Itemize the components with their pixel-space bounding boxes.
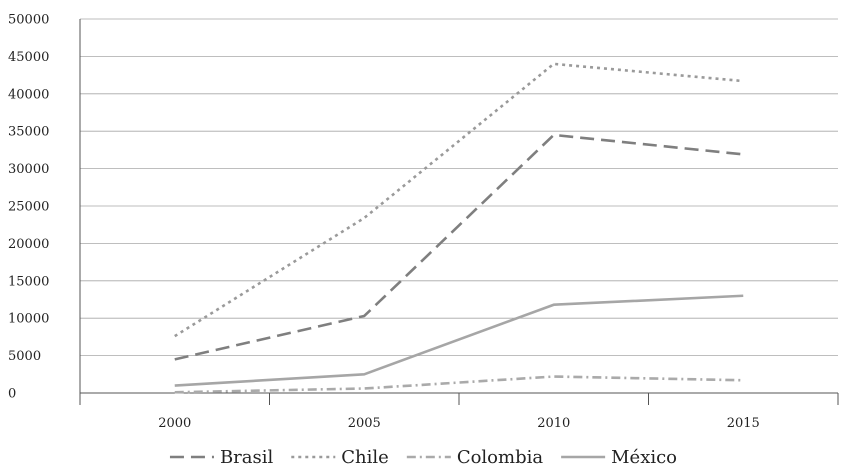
y-tick-label: 40000 — [8, 87, 49, 102]
series-line-mexico — [174, 294, 744, 387]
x-tick-label: 2000 — [158, 416, 191, 431]
y-tick-label: 45000 — [8, 50, 49, 65]
legend: Brasil Chile Colombia México — [169, 447, 677, 468]
y-tick-label: 25000 — [8, 200, 49, 215]
axes — [79, 19, 839, 405]
y-tick-label: 30000 — [8, 162, 49, 177]
legend-label: Brasil — [220, 447, 274, 468]
legend-label: México — [611, 447, 677, 468]
y-tick-label: 15000 — [8, 274, 49, 289]
y-tick-label: 5000 — [8, 349, 41, 364]
series-line-chile — [174, 62, 744, 338]
legend-label: Chile — [341, 447, 389, 468]
y-tick-label: 0 — [8, 387, 16, 402]
series-lines — [174, 62, 744, 394]
x-axis-tick-labels: 2000 2005 2010 2015 — [158, 416, 760, 431]
x-tick-label: 2015 — [727, 416, 760, 431]
legend-label: Colombia — [457, 447, 544, 468]
y-tick-label: 20000 — [8, 237, 49, 252]
y-tick-label: 35000 — [8, 125, 49, 140]
y-tick-label: 10000 — [8, 312, 49, 327]
y-axis-tick-labels: 0 5000 10000 15000 20000 25000 30000 35000 40000… — [8, 13, 49, 402]
x-tick-label: 2005 — [348, 416, 381, 431]
x-tick-label: 2010 — [537, 416, 570, 431]
gridlines — [80, 18, 838, 357]
series-line-brasil — [174, 133, 744, 361]
y-tick-label: 50000 — [8, 13, 49, 28]
series-line-colombia — [174, 375, 744, 394]
